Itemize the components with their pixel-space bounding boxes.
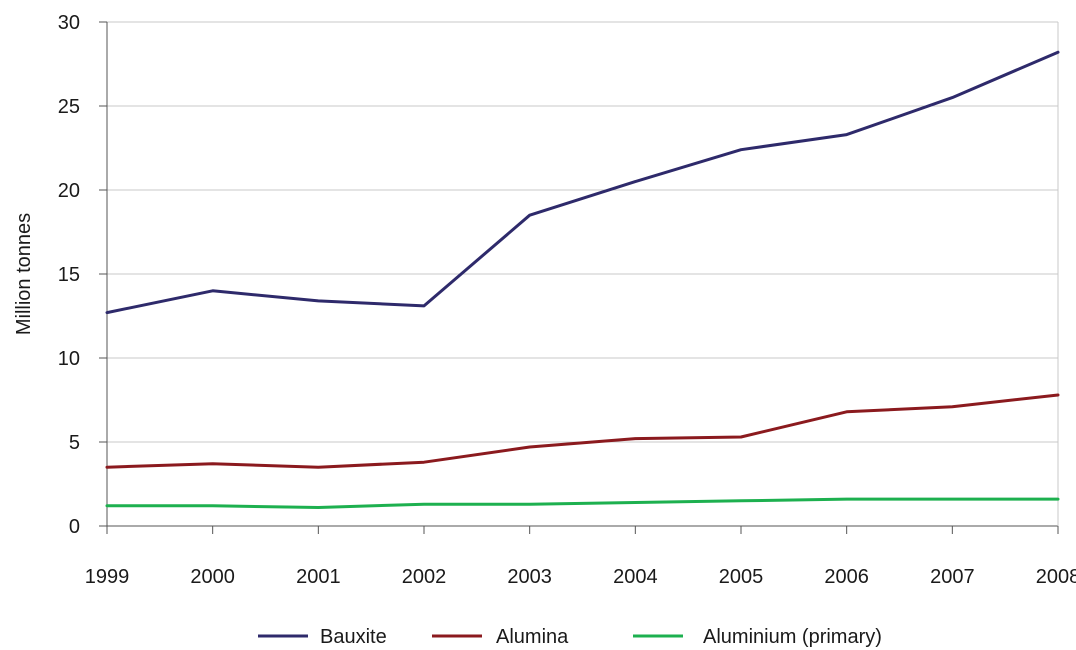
y-tick-label: 15 [58, 264, 80, 286]
y-tick-label: 25 [58, 96, 80, 118]
x-tick-label: 2007 [930, 566, 975, 588]
y-axis-title: Million tonnes [13, 213, 35, 335]
legend-label: Bauxite [320, 626, 387, 648]
x-tick-label: 2000 [190, 566, 235, 588]
x-tick-label: 2006 [824, 566, 869, 588]
x-tick-label: 2005 [719, 566, 764, 588]
y-tick-label: 5 [69, 432, 80, 454]
x-tick-label: 1999 [85, 566, 130, 588]
series-line-aluminium-primary [105, 497, 1060, 509]
series-line-alumina [105, 393, 1060, 469]
x-tick-label: 2001 [296, 566, 341, 588]
gridlines [107, 21, 1058, 443]
legend: Bauxite Alumina Aluminium (primary) [258, 626, 882, 648]
y-tick-label: 0 [69, 516, 80, 538]
series-line-bauxite [105, 50, 1060, 315]
y-tick-label: 20 [58, 180, 80, 202]
axes [99, 21, 1059, 534]
x-tick-label: 2002 [402, 566, 447, 588]
legend-label: Alumina [496, 626, 569, 648]
legend-label: Aluminium (primary) [703, 626, 882, 648]
tick-labels: 0 5 10 15 20 25 30 1999 2000 2001 2002 2003 2004 2005… [58, 12, 1076, 588]
series-lines [105, 50, 1060, 509]
x-tick-label: 2008 [1036, 566, 1076, 588]
y-tick-label: 10 [58, 348, 80, 370]
x-tick-label: 2003 [507, 566, 552, 588]
x-tick-label: 2004 [613, 566, 658, 588]
y-tick-label: 30 [58, 12, 80, 34]
